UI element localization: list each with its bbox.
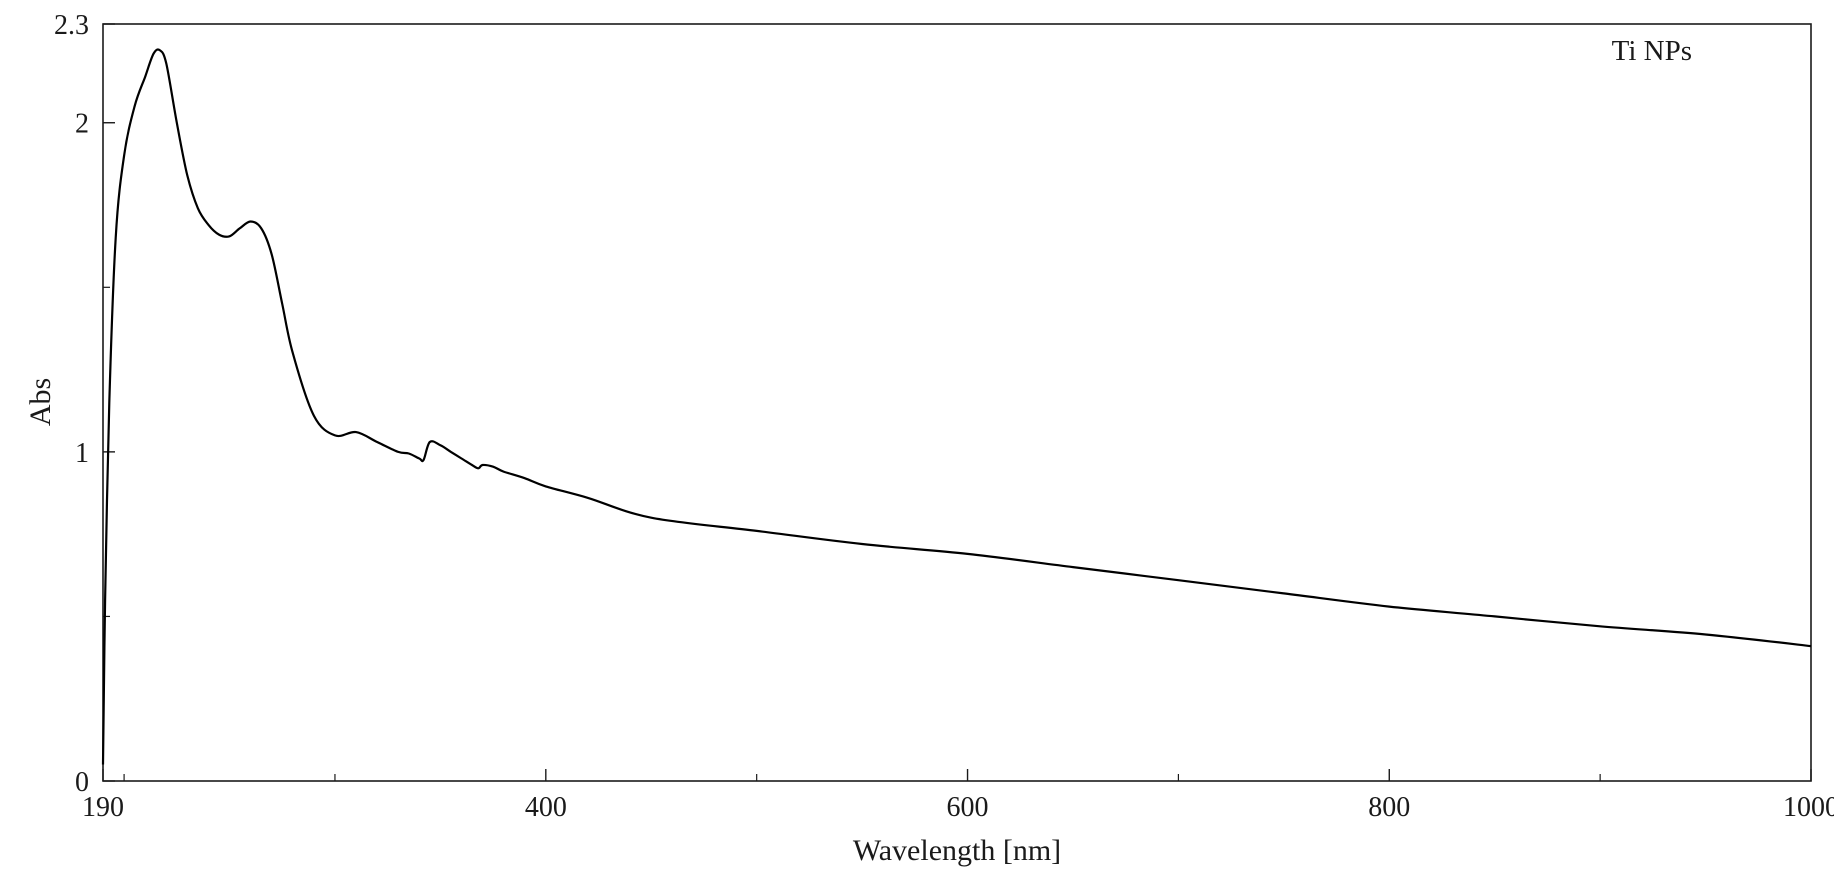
x-tick-label: 600 [947, 792, 989, 823]
y-tick-label: 1 [75, 438, 89, 469]
x-tick-label: 800 [1368, 792, 1410, 823]
y-axis-ticks: 0 1 2 2.3 [54, 10, 115, 798]
x-tick-label: 400 [525, 792, 567, 823]
x-tick-label: 190 [82, 792, 124, 823]
y-tick-label: 2 [75, 109, 89, 140]
x-tick-label: 1000 [1783, 792, 1834, 823]
series-line-ti-nps [101, 48, 1812, 765]
x-axis-ticks: 190 400 600 800 1000 [82, 769, 1834, 823]
legend-label: Ti NPs [1612, 35, 1692, 67]
y-tick-label: 2.3 [54, 10, 89, 41]
y-tick-label: 0 [75, 767, 89, 798]
plot-frame [102, 23, 1812, 782]
x-axis-title: Wavelength [nm] [853, 834, 1061, 867]
y-axis-title: Abs [24, 378, 57, 426]
